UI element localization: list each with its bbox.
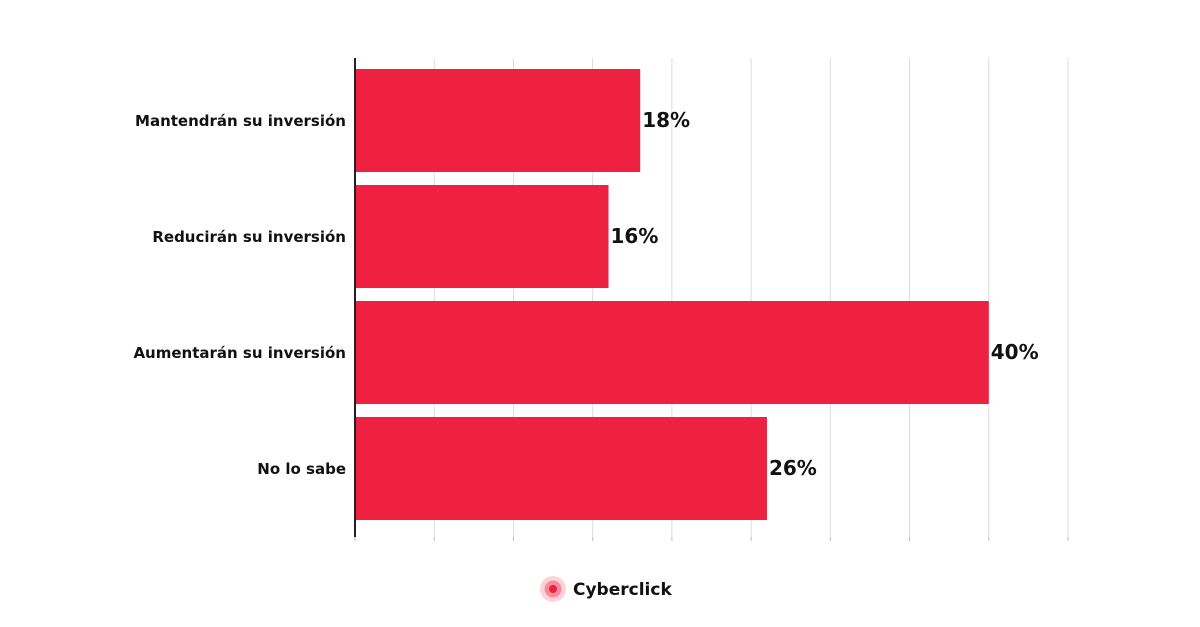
bar — [355, 417, 767, 520]
y-tick-label: No lo sabe — [257, 460, 346, 478]
bar — [355, 69, 641, 172]
y-tick-label: Reducirán su inversión — [152, 228, 346, 246]
logo-icon — [540, 576, 566, 602]
logo-text: Cyberclick — [573, 580, 672, 600]
value-label: 26% — [769, 456, 817, 480]
bar — [355, 301, 989, 404]
y-tick-label: Aumentarán su inversión — [133, 344, 346, 362]
y-tick-label: Mantendrán su inversión — [135, 112, 346, 130]
value-label: 18% — [642, 108, 690, 132]
value-label: 16% — [611, 224, 659, 248]
value-label: 40% — [991, 340, 1039, 364]
bar — [355, 185, 609, 288]
